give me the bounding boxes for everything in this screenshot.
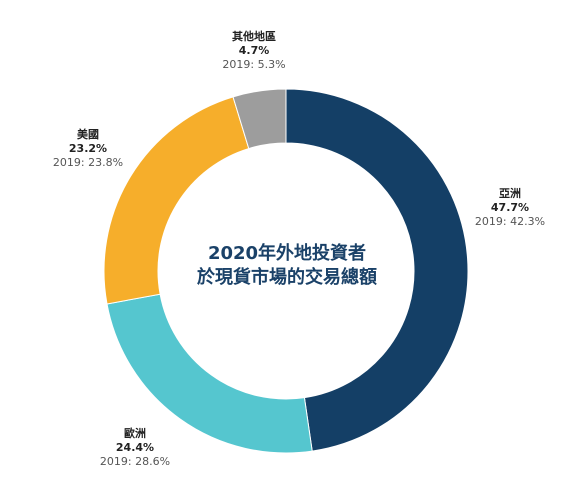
label-asia: 亞洲 47.7% 2019: 42.3% — [475, 187, 545, 229]
label-usa-value: 23.2% — [68, 142, 108, 155]
label-asia-2019: 2019: 42.3% — [474, 215, 546, 228]
label-other-2019: 2019: 5.3% — [222, 58, 286, 71]
chart-title-line-1: 2020年外地投資者 — [207, 243, 367, 264]
label-europe-value: 24.4% — [115, 441, 155, 454]
label-usa-2019: 2019: 23.8% — [52, 156, 124, 169]
label-usa: 美國 23.2% 2019: 23.8% — [53, 128, 123, 170]
label-other-value: 4.7% — [238, 44, 270, 57]
chart-title: 2020年外地投資者 於現貨市場的交易總額 — [180, 242, 394, 290]
label-other: 其他地區 4.7% 2019: 5.3% — [222, 30, 285, 72]
label-europe-2019: 2019: 28.6% — [99, 455, 171, 468]
label-other-name: 其他地區 — [232, 30, 276, 43]
slice-asia — [285, 88, 469, 452]
label-asia-value: 47.7% — [490, 201, 530, 214]
label-usa-name: 美國 — [77, 128, 99, 141]
label-europe-name: 歐洲 — [124, 427, 146, 440]
chart-title-line-2: 於現貨市場的交易總額 — [197, 267, 377, 288]
slice-other — [232, 88, 287, 150]
label-asia-name: 亞洲 — [499, 187, 521, 200]
label-europe: 歐洲 24.4% 2019: 28.6% — [100, 427, 170, 469]
